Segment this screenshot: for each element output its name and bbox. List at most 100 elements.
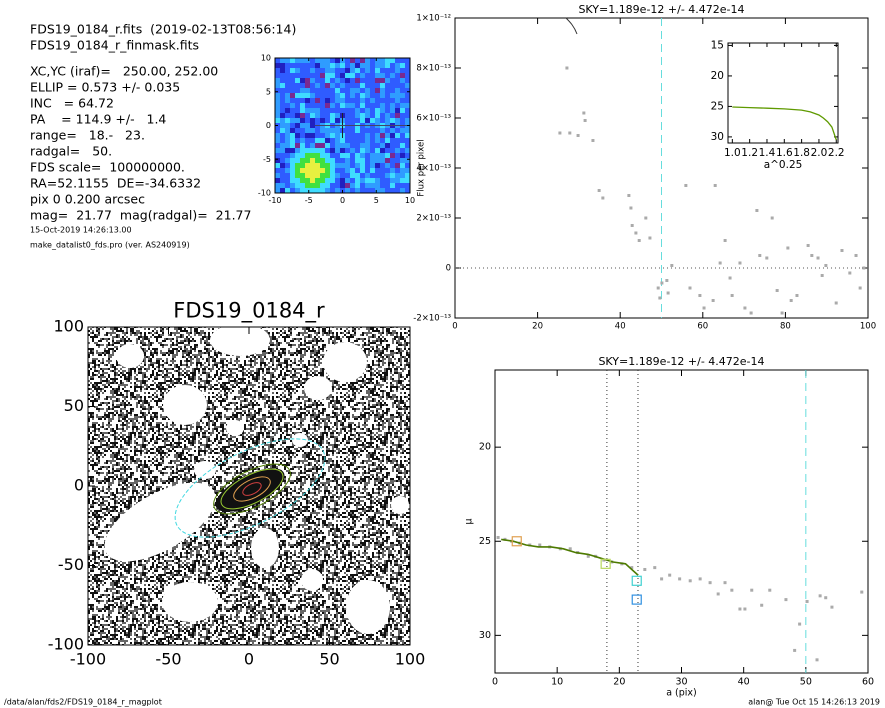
image-cell — [405, 188, 411, 194]
image-cell — [385, 173, 391, 179]
chart-title: SKY=1.189e-12 +/- 4.472e-14 — [578, 3, 744, 16]
image-cell — [350, 93, 356, 99]
image-cell — [300, 138, 306, 144]
image-cell — [350, 108, 356, 114]
image-cell — [405, 83, 411, 89]
y-tick-label: -10 — [258, 189, 271, 198]
header-line: PA = 114.9 +/- 1.4 — [30, 112, 166, 127]
image-cell — [385, 138, 391, 144]
x-tick-label: 50 — [800, 677, 812, 688]
image-cell — [310, 118, 316, 124]
isophote — [220, 468, 284, 510]
image-cell — [385, 98, 391, 104]
image-cell — [395, 88, 401, 94]
image-cell — [300, 58, 306, 64]
image-cell — [375, 188, 381, 194]
image-cell — [285, 98, 291, 104]
image-cell — [400, 68, 406, 74]
image-cell — [390, 78, 396, 84]
data-point — [634, 231, 638, 235]
image-cell — [390, 163, 396, 169]
image-cell — [380, 158, 386, 164]
x-tick-label: 80 — [780, 322, 791, 332]
data-point — [818, 594, 822, 598]
image-cell — [350, 178, 356, 184]
image-cell — [370, 118, 376, 124]
chart-title: SKY=1.189e-12 +/- 4.472e-14 — [598, 355, 764, 368]
image-cell — [335, 158, 341, 164]
image-cell — [290, 188, 296, 194]
image-cell — [305, 93, 311, 99]
image-cell — [320, 183, 326, 189]
image-cell — [395, 108, 401, 114]
image-cell — [290, 153, 296, 159]
image-cell — [365, 88, 371, 94]
x-tick-label: -50 — [155, 650, 181, 669]
image-cell — [290, 123, 296, 129]
image-cell — [380, 163, 386, 169]
image-cell — [380, 183, 386, 189]
image-cell — [405, 163, 411, 169]
image-cell — [305, 133, 311, 139]
data-point — [738, 607, 742, 611]
image-cell — [335, 173, 341, 179]
image-cell — [315, 93, 321, 99]
image-cell — [275, 133, 281, 139]
image-cell — [355, 68, 361, 74]
image-cell — [280, 78, 286, 84]
image-cell — [320, 163, 326, 169]
image-cell — [380, 63, 386, 69]
image-cell — [360, 73, 366, 79]
image-cell — [300, 83, 306, 89]
masked-region — [323, 342, 367, 382]
image-cell — [325, 143, 331, 149]
data-point — [824, 264, 828, 267]
image-cell — [360, 163, 366, 169]
image-cell — [330, 88, 336, 94]
image-cell — [285, 88, 291, 94]
image-cell — [340, 163, 346, 169]
image-cell — [340, 73, 346, 79]
image-cell — [305, 123, 311, 129]
image-cell — [350, 58, 356, 64]
image-cell — [310, 138, 316, 144]
isophote — [233, 476, 271, 502]
image-cell — [280, 183, 286, 189]
image-cell — [375, 68, 381, 74]
image-cell — [280, 153, 286, 159]
image-cell — [280, 103, 286, 109]
image-cell — [315, 158, 321, 164]
x-tick-label: 100 — [395, 650, 426, 669]
image-cell — [320, 153, 326, 159]
image-cell — [315, 173, 321, 179]
image-cell — [290, 163, 296, 169]
image-cell — [330, 163, 336, 169]
image-cell — [290, 63, 296, 69]
image-cell — [355, 128, 361, 134]
y-axis-label: μ — [464, 518, 475, 524]
image-layer — [88, 327, 410, 645]
data-point — [653, 566, 657, 570]
image-cell — [360, 68, 366, 74]
image-cell — [360, 118, 366, 124]
image-cell — [300, 73, 306, 79]
masked-region — [210, 327, 270, 356]
data-point — [723, 239, 727, 242]
image-cell — [355, 113, 361, 119]
image-cell — [335, 188, 341, 194]
image-cell — [280, 93, 286, 99]
image-cell — [335, 133, 341, 139]
y-tick-label: 25 — [711, 100, 724, 112]
image-cell — [290, 113, 296, 119]
image-cell — [290, 78, 296, 84]
image-cell — [340, 138, 346, 144]
image-cell — [395, 133, 401, 139]
image-cell — [280, 73, 286, 79]
image-cell — [395, 83, 401, 89]
image-cell — [405, 78, 411, 84]
image-cell — [345, 58, 351, 64]
data-point — [786, 246, 790, 250]
x-tick-label: 1.0 — [724, 147, 741, 159]
image-cell — [365, 58, 371, 64]
image-cell — [280, 173, 286, 179]
